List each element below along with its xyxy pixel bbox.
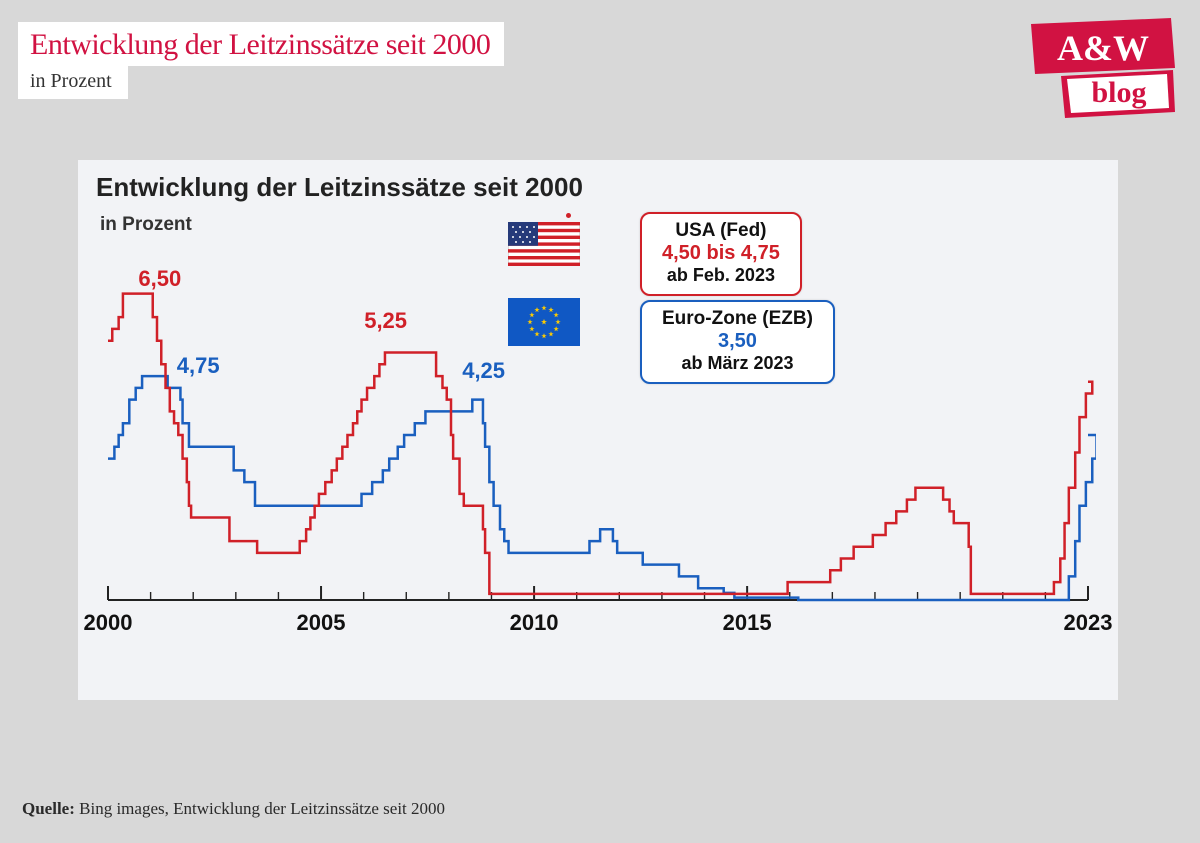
peak-label: 4,25 bbox=[462, 358, 505, 384]
page-subtitle: in Prozent bbox=[30, 70, 112, 93]
red-dot-marker bbox=[566, 213, 571, 218]
source-text: Bing images, Entwicklung der Leitzinssät… bbox=[79, 799, 445, 818]
page-subtitle-box: in Prozent bbox=[18, 66, 128, 99]
chart-panel: Entwicklung der Leitzinssätze seit 2000 … bbox=[78, 160, 1118, 700]
logo-top-text: A&W bbox=[1057, 28, 1149, 68]
logo-bottom-text: blog bbox=[1091, 76, 1146, 109]
header: Entwicklung der Leitzinssätze seit 2000 … bbox=[18, 22, 504, 99]
source-line: Quelle: Bing images, Entwicklung der Lei… bbox=[22, 799, 445, 819]
x-tick-2010: 2010 bbox=[504, 610, 564, 636]
chart-subtitle: in Prozent bbox=[100, 214, 192, 236]
source-label: Quelle: bbox=[22, 799, 75, 818]
x-tick-2023: 2023 bbox=[1058, 610, 1118, 636]
peak-label: 5,25 bbox=[364, 308, 407, 334]
peak-label: 6,50 bbox=[138, 266, 181, 292]
chart-title: Entwicklung der Leitzinssätze seit 2000 bbox=[96, 172, 583, 203]
chart-svg bbox=[100, 270, 1096, 640]
peak-label: 4,75 bbox=[177, 353, 220, 379]
page-title-box: Entwicklung der Leitzinssätze seit 2000 bbox=[18, 22, 504, 66]
callout-usa-name: USA (Fed) bbox=[662, 220, 780, 242]
callout-usa-value: 4,50 bis 4,75 bbox=[662, 242, 780, 265]
x-tick-2015: 2015 bbox=[717, 610, 777, 636]
flag-usa-icon bbox=[508, 222, 580, 266]
page-title: Entwicklung der Leitzinssätze seit 2000 bbox=[30, 28, 490, 62]
aw-blog-logo: A&W blog bbox=[1025, 18, 1175, 118]
x-tick-2005: 2005 bbox=[291, 610, 351, 636]
plot-area bbox=[100, 270, 1096, 640]
series-euro bbox=[108, 376, 1096, 600]
x-tick-2000: 2000 bbox=[78, 610, 138, 636]
series-usa bbox=[108, 294, 1092, 594]
